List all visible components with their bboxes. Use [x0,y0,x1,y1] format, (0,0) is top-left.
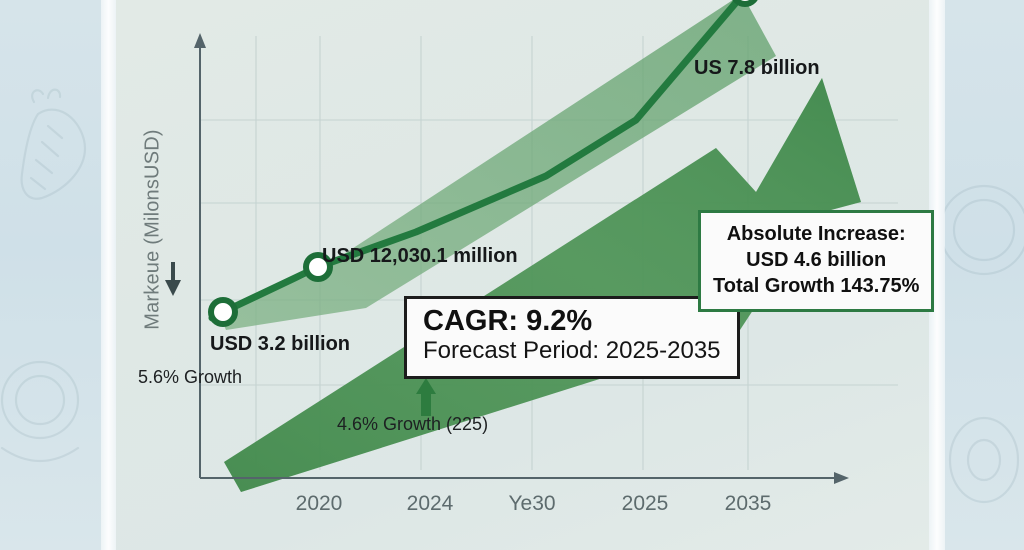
growth-note-left: 5.6% Growth [138,367,243,387]
background-growth-arrow-icon [224,78,861,492]
data-point-marker-2035[interactable] [732,0,758,7]
chart-plot-area [165,0,898,492]
absolute-increase-heading: Absolute Increase: [726,223,906,245]
forecast-period-text: Forecast Period: 2025-2035 [423,337,721,365]
x-tick-label-2025: 2025 [621,492,669,515]
axes [194,33,849,484]
chart-panel: Markeue (MilonsUSD) 2020 2024 Ye30 2025 … [116,0,935,550]
data-label-start-value: USD 3.2 billion [210,333,351,355]
x-tick-label-2035: 2035 [724,492,772,515]
cagr-value-text: CAGR: 9.2% [423,305,593,337]
absolute-increase-callout-box: Absolute Increase: USD 4.6 billion Total… [698,210,935,312]
data-label-mid-value: USD 12,030.1 million [322,245,518,267]
data-point-marker-2024[interactable] [303,252,333,282]
x-axis-arrowhead-icon [834,472,849,484]
egg-doodle-icon [948,416,1020,504]
x-tick-label-2024: 2024 [406,492,454,515]
left-separator-strip [101,0,116,550]
cagr-callout-box: CAGR: 9.2% Forecast Period: 2025-2035 [404,296,740,379]
series-area-band [219,0,776,330]
decorative-doodles-left [0,0,104,550]
growth-note-bottom: 4.6% Growth (225) [337,414,489,434]
data-label-peak-value: US 7.8 billion [694,57,820,79]
growth-pointer-up-icon [416,378,436,416]
data-point-marker-2020[interactable] [208,297,238,327]
bowl-doodle-icon [0,360,80,463]
y-axis-arrowhead-icon [194,33,206,48]
series-markers [208,0,758,327]
x-tick-label-ye30: Ye30 [508,492,556,515]
right-separator-strip [929,0,945,550]
y-axis-title: Markeue (MilonsUSD) [141,129,164,330]
carrot-doodle-icon [20,88,87,200]
absolute-increase-value: USD 4.6 billion [746,249,887,271]
total-growth-value: Total Growth 143.75% [713,275,920,297]
growth-pointer-down-icon [165,262,181,296]
decorative-doodles-right [944,0,1024,550]
x-tick-label-2020: 2020 [295,492,343,515]
plate-doodle-icon [944,184,1024,276]
